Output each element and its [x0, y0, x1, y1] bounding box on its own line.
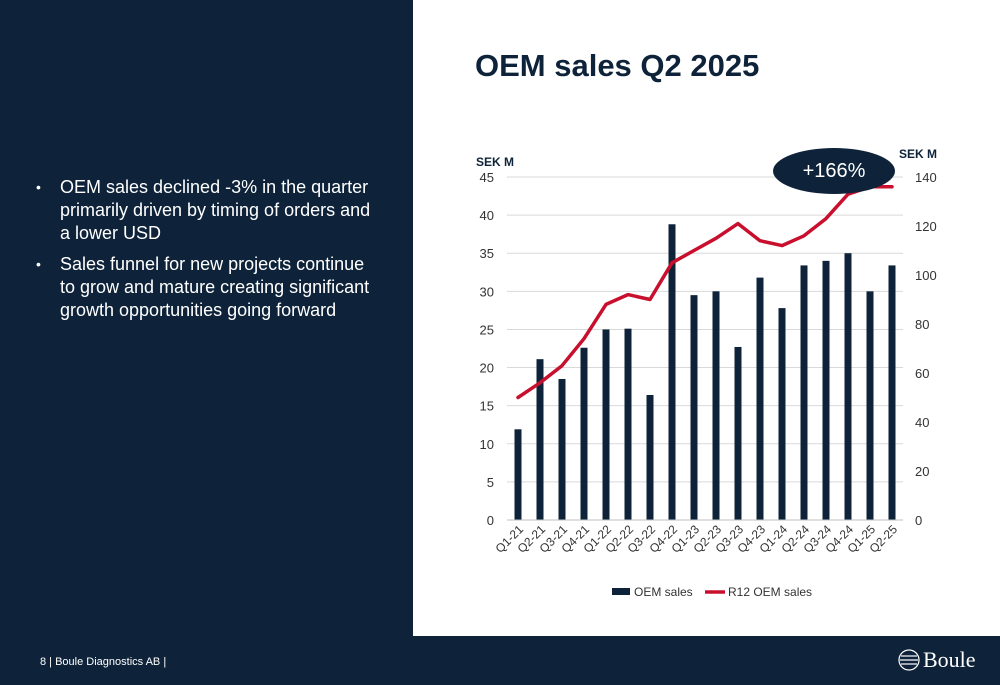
chart-panel: [413, 0, 1000, 636]
legend-label-line: R12 OEM sales: [728, 585, 812, 599]
bar: [712, 291, 720, 520]
left-tick-label: 45: [480, 170, 494, 185]
bar: [624, 328, 632, 520]
left-axis-label: SEK M: [476, 155, 514, 169]
bar: [690, 295, 698, 520]
right-tick-label: 20: [915, 464, 929, 479]
right-tick-label: 140: [915, 170, 937, 185]
oem-sales-chart: 0 5 10 15 20 25 30 35 40 45 0 20 40 60 80 100 120 140 SEK …: [476, 147, 937, 599]
left-tick-label: 15: [480, 399, 494, 414]
footer-page-info: 8 | Boule Diagnostics AB |: [40, 656, 167, 668]
right-tick-label: 0: [915, 513, 922, 528]
bar: [734, 346, 742, 520]
bar: [866, 291, 874, 520]
bar: [580, 347, 588, 520]
bullet-marker: •: [36, 179, 41, 195]
bar: [536, 359, 544, 520]
right-tick-label: 60: [915, 366, 929, 381]
right-axis-label: SEK M: [899, 147, 937, 161]
growth-annotation: +166%: [773, 148, 895, 194]
left-panel: [0, 0, 413, 636]
bullet-list: • OEM sales declined -3% in the quarter …: [36, 176, 376, 330]
bar: [888, 265, 896, 520]
right-tick-label: 40: [915, 415, 929, 430]
bar: [778, 308, 786, 520]
legend-label-bars: OEM sales: [634, 585, 693, 599]
right-tick-label: 80: [915, 317, 929, 332]
bullet-text: Sales funnel for new projects continue t…: [60, 254, 370, 320]
slide-title: OEM sales Q2 2025: [475, 48, 760, 83]
legend-swatch-bars: [612, 588, 630, 595]
bar: [844, 253, 852, 520]
bar: [558, 378, 566, 520]
bar: [756, 277, 764, 520]
right-tick-label: 120: [915, 219, 937, 234]
left-tick-label: 0: [487, 513, 494, 528]
bar: [602, 329, 610, 520]
left-tick-label: 10: [480, 437, 494, 452]
boule-logo: Boule: [898, 646, 976, 674]
left-tick-label: 30: [480, 284, 494, 299]
left-tick-label: 40: [480, 208, 494, 223]
bar: [646, 394, 654, 520]
left-tick-label: 5: [487, 475, 494, 490]
bullet-text: OEM sales declined -3% in the quarter pr…: [60, 177, 371, 243]
bar: [800, 265, 808, 520]
left-tick-label: 35: [480, 246, 494, 261]
left-tick-label: 25: [480, 322, 494, 337]
bullet-item: • Sales funnel for new projects continue…: [36, 253, 376, 322]
bar: [822, 260, 830, 520]
bullet-item: • OEM sales declined -3% in the quarter …: [36, 176, 376, 245]
right-tick-label: 100: [915, 268, 937, 283]
bullet-marker: •: [36, 256, 41, 272]
bar: [514, 429, 522, 520]
r12-line: [516, 185, 894, 400]
boule-logo-icon: [898, 649, 920, 671]
bar: [668, 224, 676, 520]
footer-bar: [0, 636, 1000, 685]
left-tick-label: 20: [480, 361, 494, 376]
logo-wordmark: Boule: [923, 647, 976, 672]
